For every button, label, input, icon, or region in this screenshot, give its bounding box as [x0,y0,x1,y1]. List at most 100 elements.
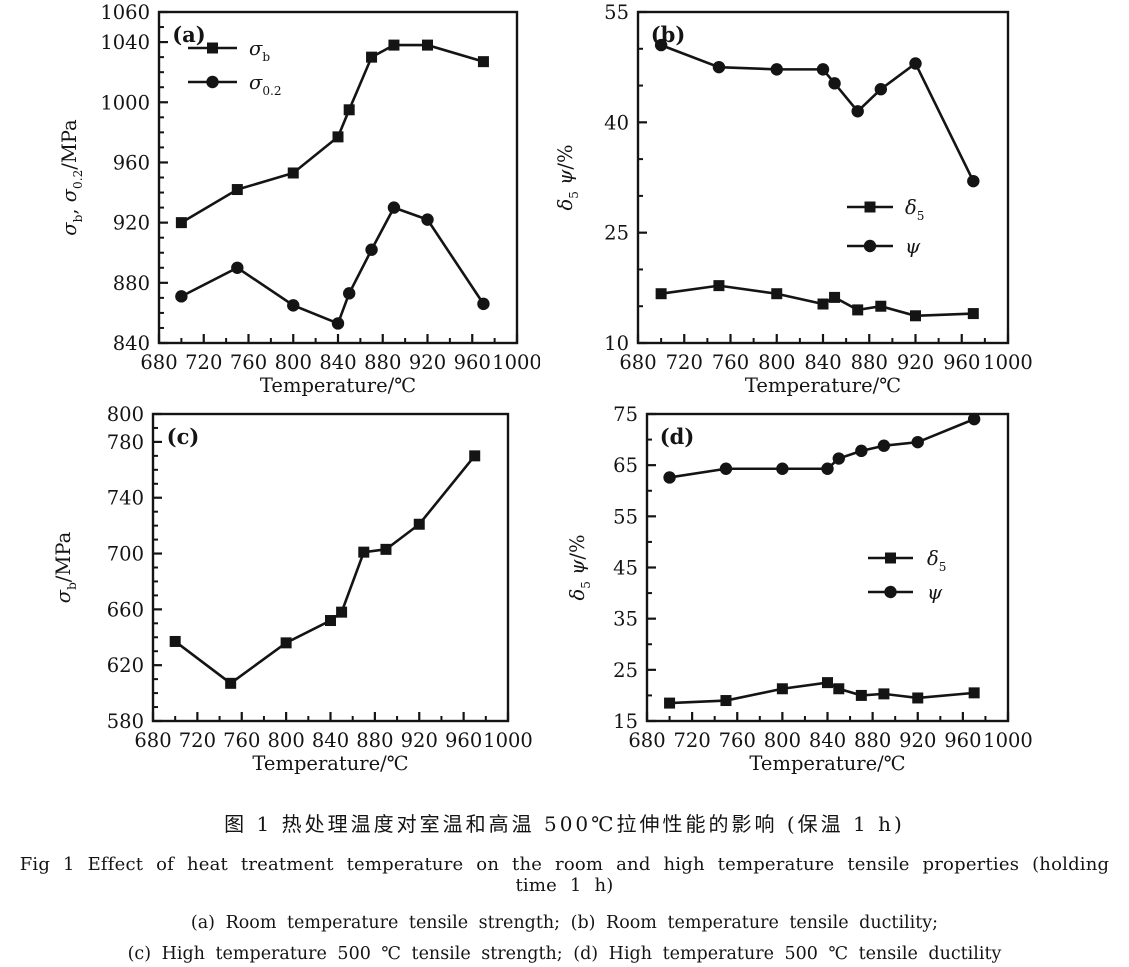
data-point-circle [911,435,924,449]
x-tick-label: 1000 [492,351,540,374]
panel-label: (d) [660,424,695,449]
x-tick-label: 920 [899,729,936,752]
plot-frame [645,412,1010,723]
legend-marker-circle [863,239,877,253]
data-point-square [910,310,921,322]
x-tick-label: 800 [268,729,305,752]
data-point-circle [967,412,981,426]
x-tick-label: 680 [140,351,177,374]
y-tick-label: 75 [613,403,638,426]
data-point-square [664,697,676,709]
chart-svg-c: 680 720 760 800 840 880 920 960 1000 580 620 660 700… [52,403,533,775]
x-tick-label: 840 [809,729,846,752]
panel-label: (a) [172,22,205,47]
x-axis-label: Temperature/℃ [749,752,905,775]
data-point-square [225,677,237,689]
y-axis-label: σb/MPa [52,531,79,603]
data-point-square [358,546,370,558]
data-point-circle [909,57,922,70]
data-point-square [817,298,829,310]
caption-panels-ab: (a) Room temperature tensile strength; (… [190,913,939,933]
x-tick-label: 960 [445,729,482,752]
y-tick-label: 660 [107,598,144,621]
legend-label: σ0.2 [249,71,282,98]
x-tick-label: 680 [628,729,665,752]
data-point-circle [287,299,300,312]
data-point-square [469,450,481,462]
x-tick-label: 880 [364,351,401,374]
y-tick-label: 35 [613,608,638,631]
data-point-square [380,543,392,555]
x-tick-label: 920 [897,351,934,374]
plot-frame [157,10,519,345]
legend-label: ψ [905,235,921,258]
series-line-0 [174,455,476,685]
y-tick-label: 65 [613,454,638,477]
data-point-circle [821,462,834,475]
data-point-circle [231,261,244,274]
caption-panels-cd: (c) High temperature 500 ℃ tensile stren… [127,944,1002,964]
data-point-square [967,308,979,320]
y-axis-label: σb, σ0.2/MPa [58,119,85,236]
x-tick-label: 840 [319,351,356,374]
x-axis-label: Temperature/℃ [745,374,901,397]
legend-marker-circle [884,585,897,599]
y-tick-label: 700 [107,543,144,566]
series-line-1 [660,43,975,182]
data-point-square [287,167,299,179]
x-tick-label: 720 [674,729,711,752]
x-tick-label: 720 [185,351,222,374]
x-tick-label: 880 [356,729,393,752]
data-point-circle [477,297,490,311]
data-point-square [776,683,788,695]
data-point-square [231,184,243,196]
data-point-square [325,615,336,627]
y-tick-label: 800 [107,403,144,426]
data-point-square [655,288,667,300]
y-tick-label: 740 [107,487,144,510]
data-point-square [413,518,425,530]
data-point-square [169,635,181,647]
data-point-circle [851,105,864,118]
x-tick-label: 1000 [983,729,1033,752]
x-tick-label: 760 [712,351,749,374]
y-tick-label: 920 [113,212,150,235]
y-tick-label: 880 [113,272,150,295]
y-tick-label: 620 [107,654,144,677]
data-point-circle [967,174,980,188]
data-point-circle [770,63,783,76]
data-point-square [912,692,924,704]
y-axis-label: δ5 ψ/% [554,144,581,210]
x-tick-label: 1000 [983,351,1033,374]
chart-panel-a: 680 720 760 800 840 880 920 960 1000 840 880 920 960… [40,0,540,400]
data-point-square [968,687,980,699]
x-tick-label: 760 [223,729,260,752]
y-tick-label: 40 [604,111,629,134]
chart-panel-c: 680 720 760 800 840 880 920 960 1000 580 620 660 700… [40,400,540,800]
data-point-circle [663,471,676,484]
data-point-square [852,304,864,316]
data-point-square [822,677,833,689]
y-axis-label: δ5 ψ/% [566,534,593,600]
data-point-circle [877,439,891,452]
x-tick-label: 840 [804,351,841,374]
series-line-0 [669,681,975,705]
y-tick-label: 45 [613,557,638,580]
y-tick-label: 780 [107,431,144,454]
data-point-square [336,606,348,618]
legend-marker-square [864,201,876,213]
y-tick-label: 960 [113,151,150,174]
data-point-circle [331,317,345,330]
data-point-square [829,291,841,303]
data-point-circle [365,243,378,256]
x-tick-label: 720 [666,351,703,374]
legend-label: ψ [927,581,943,604]
y-tick-label: 580 [107,710,144,733]
legend: δ5 ψ [847,196,924,258]
legend-label: δ5 [927,547,946,574]
y-tick-label: 55 [604,1,629,24]
data-point-square [875,300,887,312]
x-axis-label: Temperature/℃ [260,374,416,397]
data-point-circle [874,83,888,96]
